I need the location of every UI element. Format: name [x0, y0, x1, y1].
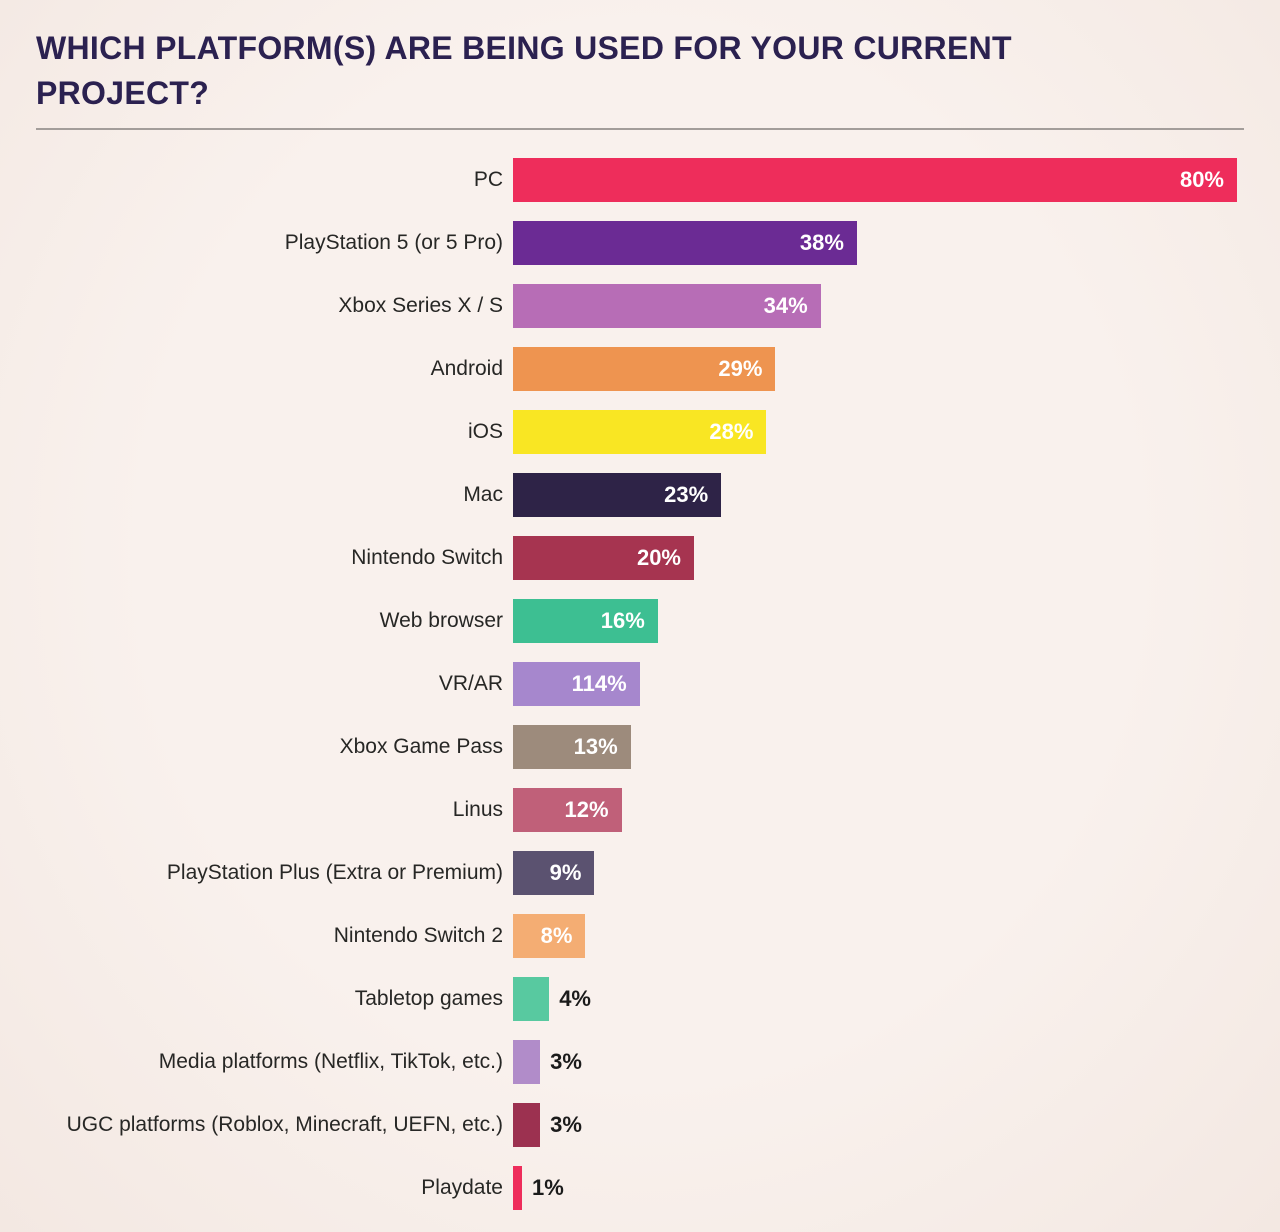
chart-row: iOS 28%: [36, 410, 1280, 454]
value-label-web-browser: 16%: [600, 608, 645, 633]
chart-row: Xbox Series X / S 34%: [36, 284, 1280, 328]
category-label-playstation-5-or-5-pro: PlayStation 5 (or 5 Pro): [284, 231, 503, 254]
value-label-android: 29%: [718, 356, 763, 381]
bar-area: 20%: [513, 536, 694, 580]
bar-tabletop-games: [513, 977, 550, 1021]
bar-web-browser: 16%: [513, 599, 658, 643]
bar-area: 3%: [513, 1103, 582, 1147]
bar-area: 12%: [513, 788, 622, 832]
chart-row: UGC platforms (Roblox, Minecraft, UEFN, …: [36, 1103, 1280, 1147]
page-title: WHICH PLATFORM(S) ARE BEING USED FOR YOU…: [36, 30, 1012, 111]
bar-linus: 12%: [513, 788, 622, 832]
category-label-tabletop-games: Tabletop games: [354, 987, 503, 1010]
chart-row: Linus 12%: [36, 788, 1280, 832]
bar-playstation-plus-extra-or-premium: 9%: [513, 851, 595, 895]
value-label-vr-ar: 114%: [571, 671, 627, 696]
value-label-mac: 23%: [664, 482, 709, 507]
chart-row: Nintendo Switch 2 8%: [36, 914, 1280, 958]
chart-row: Web browser 16%: [36, 599, 1280, 643]
chart-row: Mac 23%: [36, 473, 1280, 517]
bar-area: 3%: [513, 1040, 582, 1084]
bar-ios: 28%: [513, 410, 767, 454]
value-label-playdate: 1%: [532, 1175, 564, 1200]
value-label-playstation-plus-extra-or-premium: 9%: [549, 860, 582, 885]
value-label-xbox-game-pass: 13%: [573, 734, 618, 759]
value-label-media-platforms-netflix-tiktok-etc: 3%: [550, 1049, 582, 1074]
chart-row: Xbox Game Pass 13%: [36, 725, 1280, 769]
bar-chart: PC 80% PlayStation 5 (or 5 Pro) 38% Xbox Ser…: [0, 158, 1280, 1210]
value-label-pc: 80%: [1179, 167, 1224, 192]
category-label-vr-ar: VR/AR: [438, 672, 503, 695]
bar-pc: 80%: [513, 158, 1237, 202]
bar-nintendo-switch: 20%: [513, 536, 694, 580]
header: WHICH PLATFORM(S) ARE BEING USED FOR YOU…: [0, 0, 1280, 130]
bar-xbox-game-pass: 13%: [513, 725, 631, 769]
chart-row: VR/AR 114%: [36, 662, 1280, 706]
value-label-ugc-platforms-roblox-minecraft-uefn-etc: 3%: [550, 1112, 582, 1137]
category-label-nintendo-switch: Nintendo Switch: [351, 546, 503, 569]
bar-ugc-platforms-roblox-minecraft-uefn-etc: [513, 1103, 541, 1147]
bar-area: 23%: [513, 473, 722, 517]
bar-vr-ar: 114%: [513, 662, 640, 706]
bar-area: 4%: [513, 977, 591, 1021]
chart-row: PlayStation 5 (or 5 Pro) 38%: [36, 221, 1280, 265]
category-label-web-browser: Web browser: [379, 609, 503, 632]
category-label-ugc-platforms-roblox-minecraft-uefn-etc: UGC platforms (Roblox, Minecraft, UEFN, …: [66, 1113, 503, 1136]
bar-area: 34%: [513, 284, 821, 328]
bar-playdate: [513, 1166, 523, 1210]
bar-mac: 23%: [513, 473, 722, 517]
value-label-xbox-series-x-s: 34%: [763, 293, 808, 318]
bar-area: 114%: [513, 662, 640, 706]
chart-row: PlayStation Plus (Extra or Premium) 9%: [36, 851, 1280, 895]
category-label-mac: Mac: [463, 483, 503, 506]
bar-area: 80%: [513, 158, 1237, 202]
category-label-xbox-game-pass: Xbox Game Pass: [339, 735, 503, 758]
category-label-xbox-series-x-s: Xbox Series X / S: [338, 294, 503, 317]
bar-media-platforms-netflix-tiktok-etc: [513, 1040, 541, 1084]
category-label-nintendo-switch-2: Nintendo Switch 2: [333, 924, 503, 947]
bar-area: 1%: [513, 1166, 564, 1210]
bar-area: 16%: [513, 599, 658, 643]
category-label-pc: PC: [473, 168, 503, 191]
chart-row: PC 80%: [36, 158, 1280, 202]
category-label-playdate: Playdate: [421, 1176, 503, 1199]
chart-row: Playdate 1%: [36, 1166, 1280, 1210]
bar-area: 13%: [513, 725, 631, 769]
value-label-nintendo-switch: 20%: [636, 545, 681, 570]
value-label-playstation-5-or-5-pro: 38%: [799, 230, 844, 255]
chart-row: Nintendo Switch 20%: [36, 536, 1280, 580]
value-label-tabletop-games: 4%: [559, 986, 591, 1011]
bar-playstation-5-or-5-pro: 38%: [513, 221, 857, 265]
category-label-playstation-plus-extra-or-premium: PlayStation Plus (Extra or Premium): [166, 861, 503, 884]
title-divider: [36, 128, 1244, 130]
chart-row: Media platforms (Netflix, TikTok, etc.) 3…: [36, 1040, 1280, 1084]
value-label-ios: 28%: [709, 419, 754, 444]
value-label-nintendo-switch-2: 8%: [540, 923, 573, 948]
bar-area: 8%: [513, 914, 586, 958]
chart-row: Android 29%: [36, 347, 1280, 391]
bar-area: 28%: [513, 410, 767, 454]
bar-area: 38%: [513, 221, 857, 265]
category-label-android: Android: [430, 357, 503, 380]
bar-area: 9%: [513, 851, 595, 895]
bar-nintendo-switch-2: 8%: [513, 914, 586, 958]
category-label-media-platforms-netflix-tiktok-etc: Media platforms (Netflix, TikTok, etc.): [158, 1050, 503, 1073]
value-label-linus: 12%: [564, 797, 609, 822]
bar-area: 29%: [513, 347, 776, 391]
category-label-ios: iOS: [467, 420, 503, 443]
category-label-linus: Linus: [452, 798, 503, 821]
chart-row: Tabletop games 4%: [36, 977, 1280, 1021]
bar-xbox-series-x-s: 34%: [513, 284, 821, 328]
bar-android: 29%: [513, 347, 776, 391]
